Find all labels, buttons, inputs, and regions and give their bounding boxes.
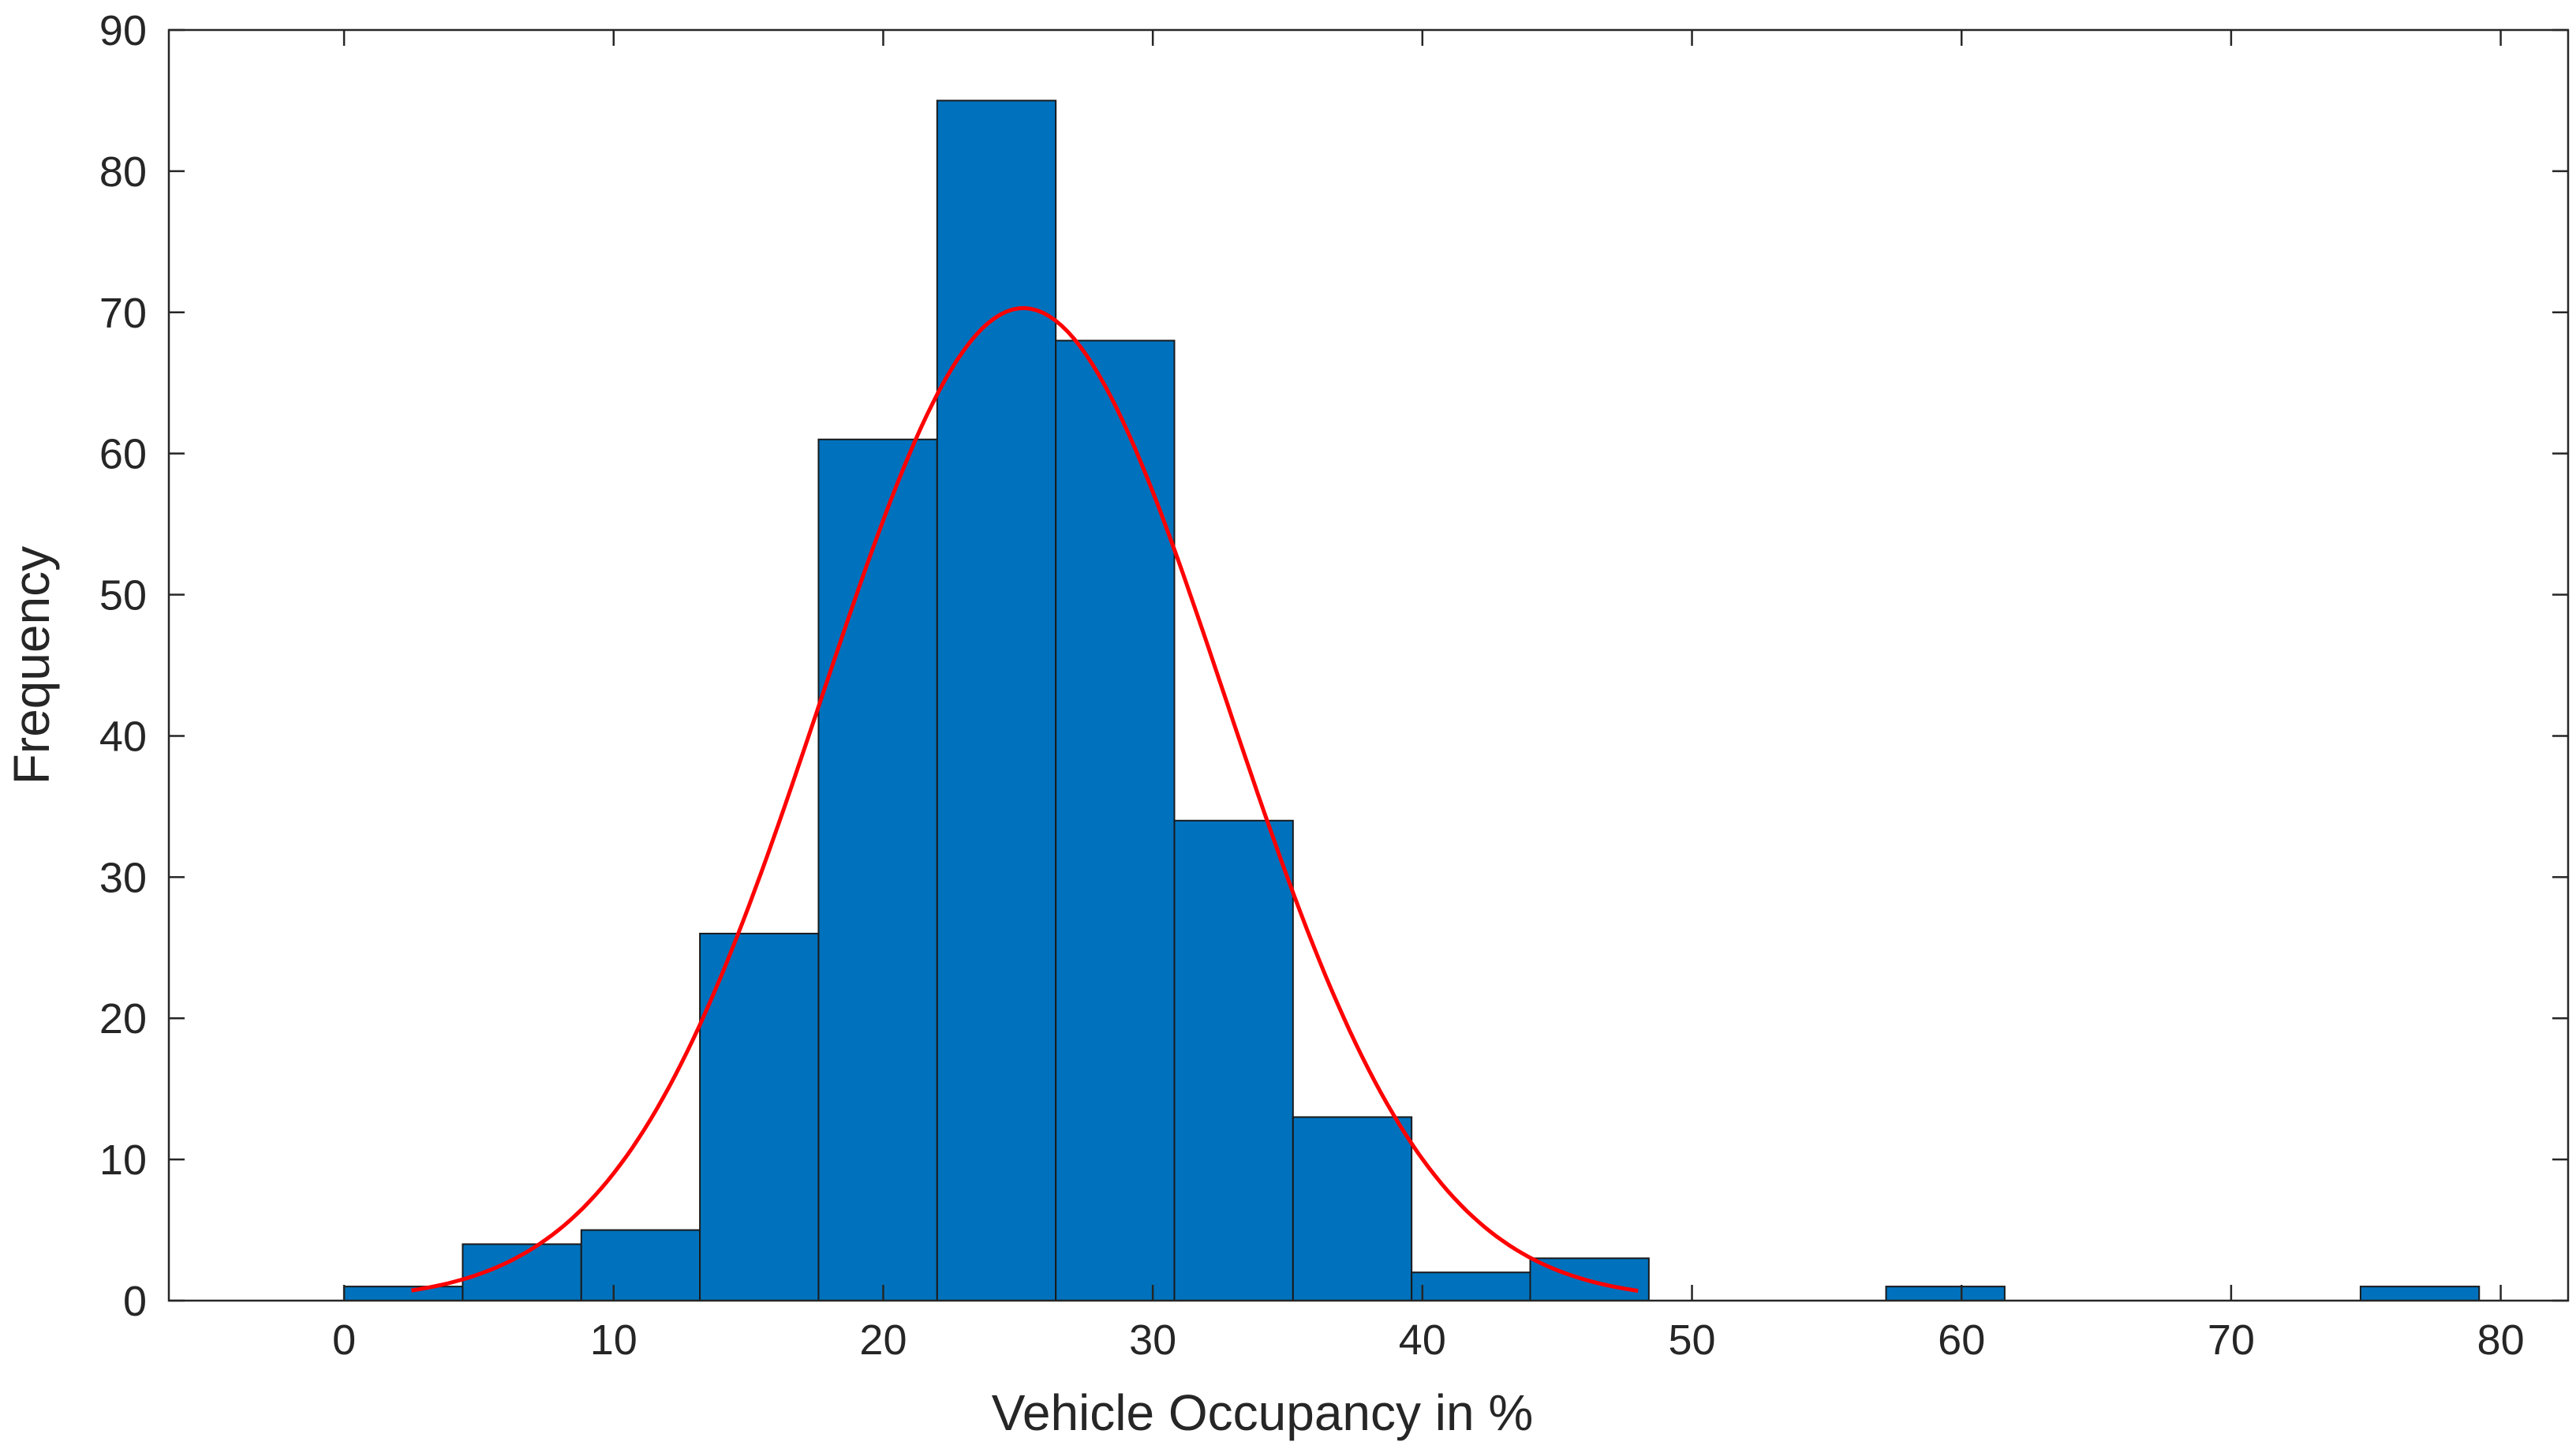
y-axis-ticks: 0 10 20 30 40 50 60 70 80 90 <box>99 7 2568 1325</box>
y-tick-label: 10 <box>99 1136 147 1184</box>
histogram-bar-6 <box>1055 339 1176 1301</box>
x-tick-label: 0 <box>332 1316 356 1364</box>
histogram-bar-0 <box>343 1286 464 1301</box>
y-tick-label: 40 <box>99 713 147 760</box>
histogram-bar-2 <box>580 1229 701 1301</box>
histogram-bar-4 <box>817 438 938 1301</box>
y-tick-label: 0 <box>123 1278 147 1325</box>
histogram-bar-5 <box>936 99 1057 1301</box>
x-tick-label: 70 <box>2208 1316 2255 1364</box>
x-tick-label: 20 <box>859 1316 907 1364</box>
plot-box <box>167 28 2570 1302</box>
histogram-bar-12 <box>2359 1286 2481 1301</box>
x-tick-label: 40 <box>1399 1316 1446 1364</box>
histogram-bar-8 <box>1292 1116 1413 1302</box>
x-tick-label: 50 <box>1668 1316 1715 1364</box>
y-tick-label: 80 <box>99 148 147 196</box>
histogram-bar-9 <box>1411 1271 1531 1301</box>
x-axis-ticks: 0 10 20 30 40 50 60 70 80 <box>332 30 2525 1364</box>
histogram-bars <box>343 99 2481 1302</box>
histogram-bar-7 <box>1173 819 1294 1302</box>
plot-background <box>169 30 2568 1301</box>
x-tick-label: 80 <box>2477 1316 2525 1364</box>
y-axis-label: Frequency <box>3 546 60 784</box>
histogram-bar-11 <box>1885 1286 2006 1301</box>
y-tick-label: 90 <box>99 7 147 54</box>
x-tick-label: 60 <box>1938 1316 1985 1364</box>
y-tick-label: 60 <box>99 431 147 478</box>
x-tick-label: 30 <box>1129 1316 1176 1364</box>
x-axis-label: Vehicle Occupancy in % <box>992 1384 1534 1441</box>
x-tick-label: 10 <box>590 1316 637 1364</box>
y-tick-label: 30 <box>99 854 147 901</box>
y-tick-label: 50 <box>99 572 147 620</box>
histogram-bar-3 <box>699 932 820 1302</box>
y-tick-label: 20 <box>99 995 147 1043</box>
y-tick-label: 70 <box>99 290 147 337</box>
normal-fit-curve <box>411 305 1639 1294</box>
